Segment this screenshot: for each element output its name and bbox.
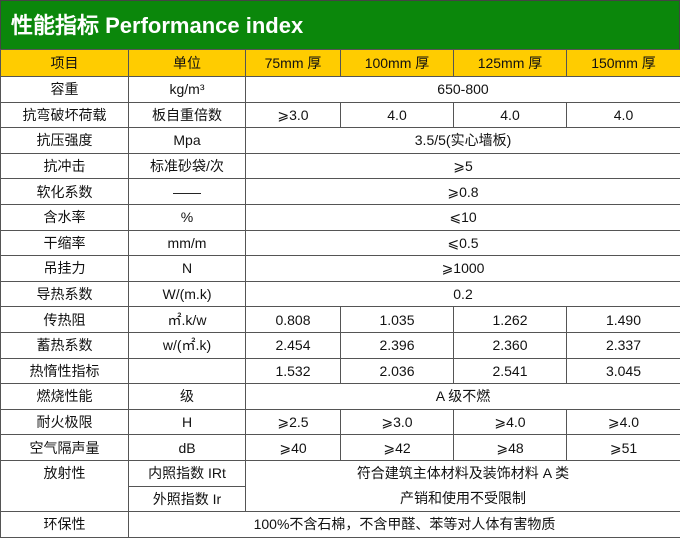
unit-cell: W/(m.k) xyxy=(128,280,246,308)
value-cell: 2.360 xyxy=(453,331,567,359)
value-cell: ⩾5 xyxy=(245,152,680,180)
header-cell: 150mm 厚 xyxy=(566,49,680,77)
unit-cell: 标准砂袋/次 xyxy=(128,152,246,180)
row-label: 容重 xyxy=(0,76,129,103)
table-row: 耐火极限 H ⩾2.5 ⩾3.0 ⩾4.0 ⩾4.0 xyxy=(0,408,680,436)
value-cell: ⩾48 xyxy=(453,434,567,461)
table-row: 空气隔声量 dB ⩾40 ⩾42 ⩾48 ⩾51 xyxy=(0,434,680,461)
table-row-environment: 环保性 100%不含石棉，不含甲醛、苯等对人体有害物质 xyxy=(0,511,680,538)
table-row: 含水率% ⩽10 xyxy=(0,203,680,231)
unit-cell: kg/m³ xyxy=(128,76,246,103)
radiation-value: 符合建筑主体材料及装饰材料 A 类 产销和使用不受限制 xyxy=(245,459,680,513)
unit-cell: 内照指数 IRt xyxy=(128,459,246,487)
table-row: 蓄热系数 w/(㎡.k) 2.454 2.396 2.360 2.337 xyxy=(0,331,680,359)
value-cell: ⩾40 xyxy=(245,434,341,461)
table-row: 抗弯破坏荷载 板自重倍数 ⩾3.0 4.0 4.0 4.0 xyxy=(0,101,680,129)
row-label: 抗冲击 xyxy=(0,152,129,180)
value-cell: ⩾3.0 xyxy=(340,408,454,436)
value-cell: ⩽10 xyxy=(245,203,680,231)
table-row: 燃烧性能级 A 级不燃 xyxy=(0,383,680,410)
unit-cell: N xyxy=(128,255,246,282)
value-cell: 1.262 xyxy=(453,306,567,333)
value-cell: 1.532 xyxy=(245,357,341,385)
value-cell: 2.541 xyxy=(453,357,567,385)
value-cell: 4.0 xyxy=(566,101,680,129)
environment-value: 100%不含石棉，不含甲醛、苯等对人体有害物质 xyxy=(128,511,680,538)
table-row: 传热阻 ㎡.k/w 0.808 1.035 1.262 1.490 xyxy=(0,306,680,333)
value-cell: ⩽0.5 xyxy=(245,229,680,257)
table-row: 抗冲击 标准砂袋/次 ⩾5 xyxy=(0,152,680,180)
value-cell: ⩾4.0 xyxy=(566,408,680,436)
unit-cell: —— xyxy=(128,178,246,205)
value-cell: ⩾51 xyxy=(566,434,680,461)
page-title: 性能指标 Performance index xyxy=(0,0,680,49)
value-cell: ⩾4.0 xyxy=(453,408,567,436)
radiation-value-line2: 产销和使用不受限制 xyxy=(400,490,526,506)
unit-cell: 级 xyxy=(128,383,246,410)
value-cell: ⩾42 xyxy=(340,434,454,461)
unit-cell: mm/m xyxy=(128,229,246,257)
value-cell: 2.396 xyxy=(340,331,454,359)
unit-cell: 板自重倍数 xyxy=(128,101,246,129)
row-label: 导热系数 xyxy=(0,280,129,308)
table-row-radiation: 放射性 内照指数 IRt 符合建筑主体材料及装饰材料 A 类 产销和使用不受限制 xyxy=(0,459,680,513)
row-label: 耐火极限 xyxy=(0,408,129,436)
header-cell: 100mm 厚 xyxy=(340,49,454,77)
value-cell: 4.0 xyxy=(453,101,567,129)
table-row-radiation-2: 外照指数 Ir xyxy=(1,485,680,513)
table-row: 热惰性指标 1.532 2.036 2.541 3.045 xyxy=(0,357,680,385)
performance-table: 项目 单位 75mm 厚 100mm 厚 125mm 厚 150mm 厚 容重 k… xyxy=(0,49,680,538)
unit-cell: H xyxy=(128,408,246,436)
row-label: 空气隔声量 xyxy=(0,434,129,461)
unit-cell: w/(㎡.k) xyxy=(128,331,246,359)
value-cell: 3.5/5(实心墙板) xyxy=(245,127,680,154)
row-label: 蓄热系数 xyxy=(0,331,129,359)
row-label: 抗压强度 xyxy=(0,127,129,154)
value-cell: 4.0 xyxy=(340,101,454,129)
row-label: 燃烧性能 xyxy=(0,383,129,410)
row-label: 软化系数 xyxy=(0,178,129,205)
table-row: 软化系数 —— ⩾0.8 xyxy=(0,178,680,205)
value-cell: 0.808 xyxy=(245,306,341,333)
header-cell: 125mm 厚 xyxy=(453,49,567,77)
unit-cell: 外照指数 Ir xyxy=(128,485,246,513)
radiation-value-line1: 符合建筑主体材料及装饰材料 A 类 xyxy=(356,465,570,481)
value-cell: 2.036 xyxy=(340,357,454,385)
value-cell: ⩾3.0 xyxy=(245,101,341,129)
unit-cell: ㎡.k/w xyxy=(128,306,246,333)
table-row: 干缩率 mm/m ⩽0.5 xyxy=(0,229,680,257)
value-cell: ⩾2.5 xyxy=(245,408,341,436)
value-cell: 1.035 xyxy=(340,306,454,333)
unit-cell xyxy=(128,357,246,385)
table-row: 导热系数 W/(m.k) 0.2 xyxy=(0,280,680,308)
value-cell: 3.045 xyxy=(566,357,680,385)
table-row: 吊挂力 N ⩾1000 xyxy=(0,255,680,282)
value-cell: ⩾1000 xyxy=(245,255,680,282)
row-label: 含水率 xyxy=(0,203,129,231)
table-row: 抗压强度 Mpa 3.5/5(实心墙板) xyxy=(0,127,680,154)
unit-cell: dB xyxy=(128,434,246,461)
header-cell: 单位 xyxy=(128,49,246,77)
row-label: 环保性 xyxy=(0,511,129,538)
row-label: 干缩率 xyxy=(0,229,129,257)
value-cell: ⩾0.8 xyxy=(245,178,680,205)
value-cell: 0.2 xyxy=(245,280,680,308)
row-label: 热惰性指标 xyxy=(0,357,129,385)
unit-cell: % xyxy=(128,203,246,231)
value-cell: 1.490 xyxy=(566,306,680,333)
header-cell: 75mm 厚 xyxy=(245,49,341,77)
row-label: 抗弯破坏荷载 xyxy=(0,101,129,129)
row-label: 放射性 xyxy=(0,459,129,513)
value-cell: A 级不燃 xyxy=(245,383,680,410)
value-cell: 2.454 xyxy=(245,331,341,359)
row-label: 传热阻 xyxy=(0,306,129,333)
table-row: 容重 kg/m³ 650-800 xyxy=(0,76,680,103)
table-header-row: 项目 单位 75mm 厚 100mm 厚 125mm 厚 150mm 厚 xyxy=(0,49,680,77)
row-label: 吊挂力 xyxy=(0,255,129,282)
value-cell: 650-800 xyxy=(245,76,680,103)
value-cell: 2.337 xyxy=(566,331,680,359)
header-cell: 项目 xyxy=(0,49,129,77)
unit-cell: Mpa xyxy=(128,127,246,154)
